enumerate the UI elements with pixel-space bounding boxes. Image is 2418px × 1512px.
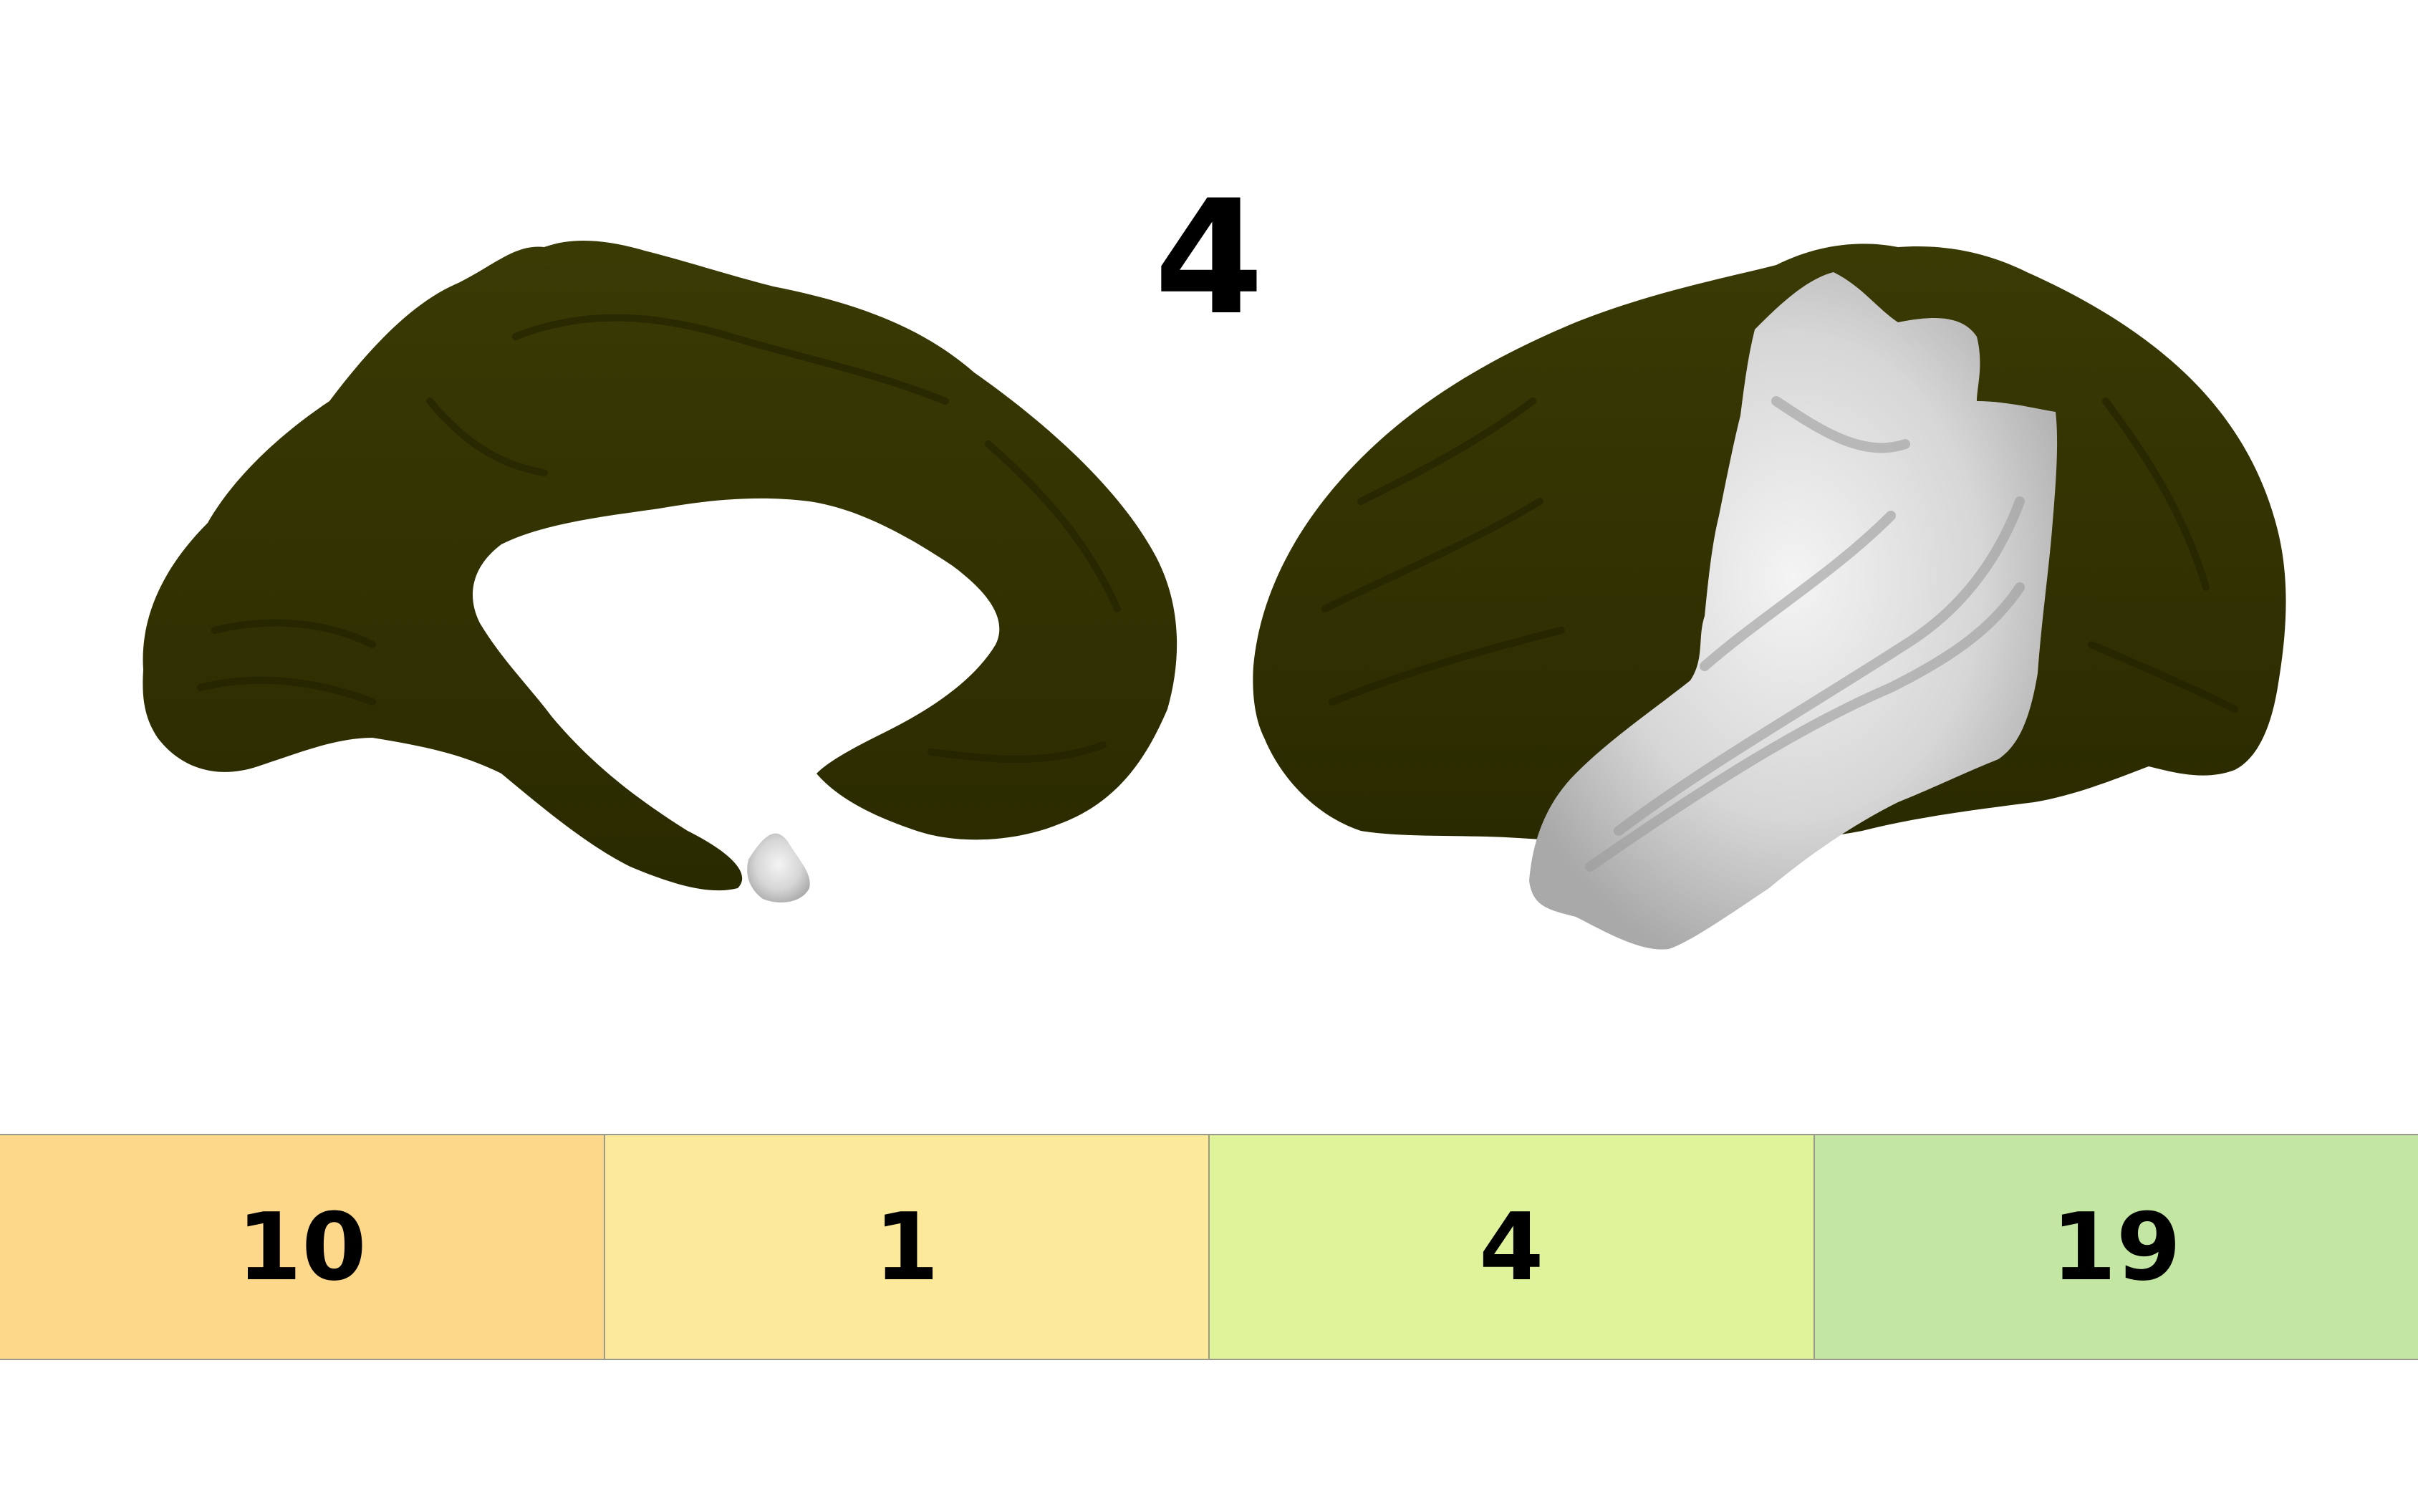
medial-highlight-patch [747, 833, 810, 902]
brain-views [143, 240, 2286, 950]
value-strip: 10 1 4 19 [0, 1134, 2418, 1360]
lateral-sulci [1321, 398, 2238, 713]
medial-sulci [197, 314, 1121, 763]
lateral-view [1253, 244, 2286, 950]
medial-cortex [143, 240, 1177, 891]
strip-cell: 19 [1813, 1135, 2418, 1359]
lateral-highlight-region [1529, 272, 2058, 950]
highlight-folds [1585, 396, 2025, 872]
strip-cell: 1 [603, 1135, 1208, 1359]
medial-view [143, 240, 1177, 902]
strip-cell: 10 [0, 1135, 604, 1359]
figure-title: 4 [1154, 166, 1264, 350]
strip-cell: 4 [1208, 1135, 1814, 1359]
